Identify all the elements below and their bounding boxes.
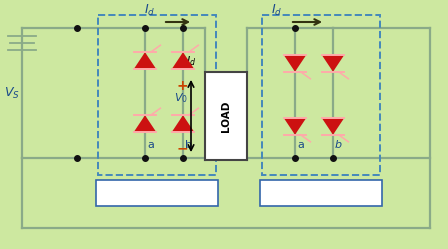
Text: a: a <box>147 140 154 150</box>
FancyBboxPatch shape <box>96 180 218 206</box>
Text: +: + <box>177 79 188 93</box>
Polygon shape <box>134 52 156 69</box>
Text: a: a <box>297 140 304 150</box>
Polygon shape <box>172 115 194 132</box>
Text: b: b <box>335 140 342 150</box>
Text: $I_d$: $I_d$ <box>144 3 155 18</box>
Text: $V_0$: $V_0$ <box>174 91 188 105</box>
Text: −: − <box>177 141 188 155</box>
Text: +ve converter: +ve converter <box>117 188 197 198</box>
Polygon shape <box>284 118 306 135</box>
Text: $I_d$: $I_d$ <box>186 54 196 68</box>
Text: -ve converter: -ve converter <box>284 188 358 198</box>
Text: b: b <box>185 140 192 150</box>
Text: $V_S$: $V_S$ <box>4 85 20 101</box>
Text: $I_d$: $I_d$ <box>271 3 283 18</box>
Polygon shape <box>322 118 344 135</box>
Bar <box>205 72 247 160</box>
Polygon shape <box>322 55 344 72</box>
FancyBboxPatch shape <box>260 180 382 206</box>
Text: LOAD: LOAD <box>221 100 231 132</box>
Polygon shape <box>134 115 156 132</box>
Polygon shape <box>172 52 194 69</box>
Polygon shape <box>284 55 306 72</box>
